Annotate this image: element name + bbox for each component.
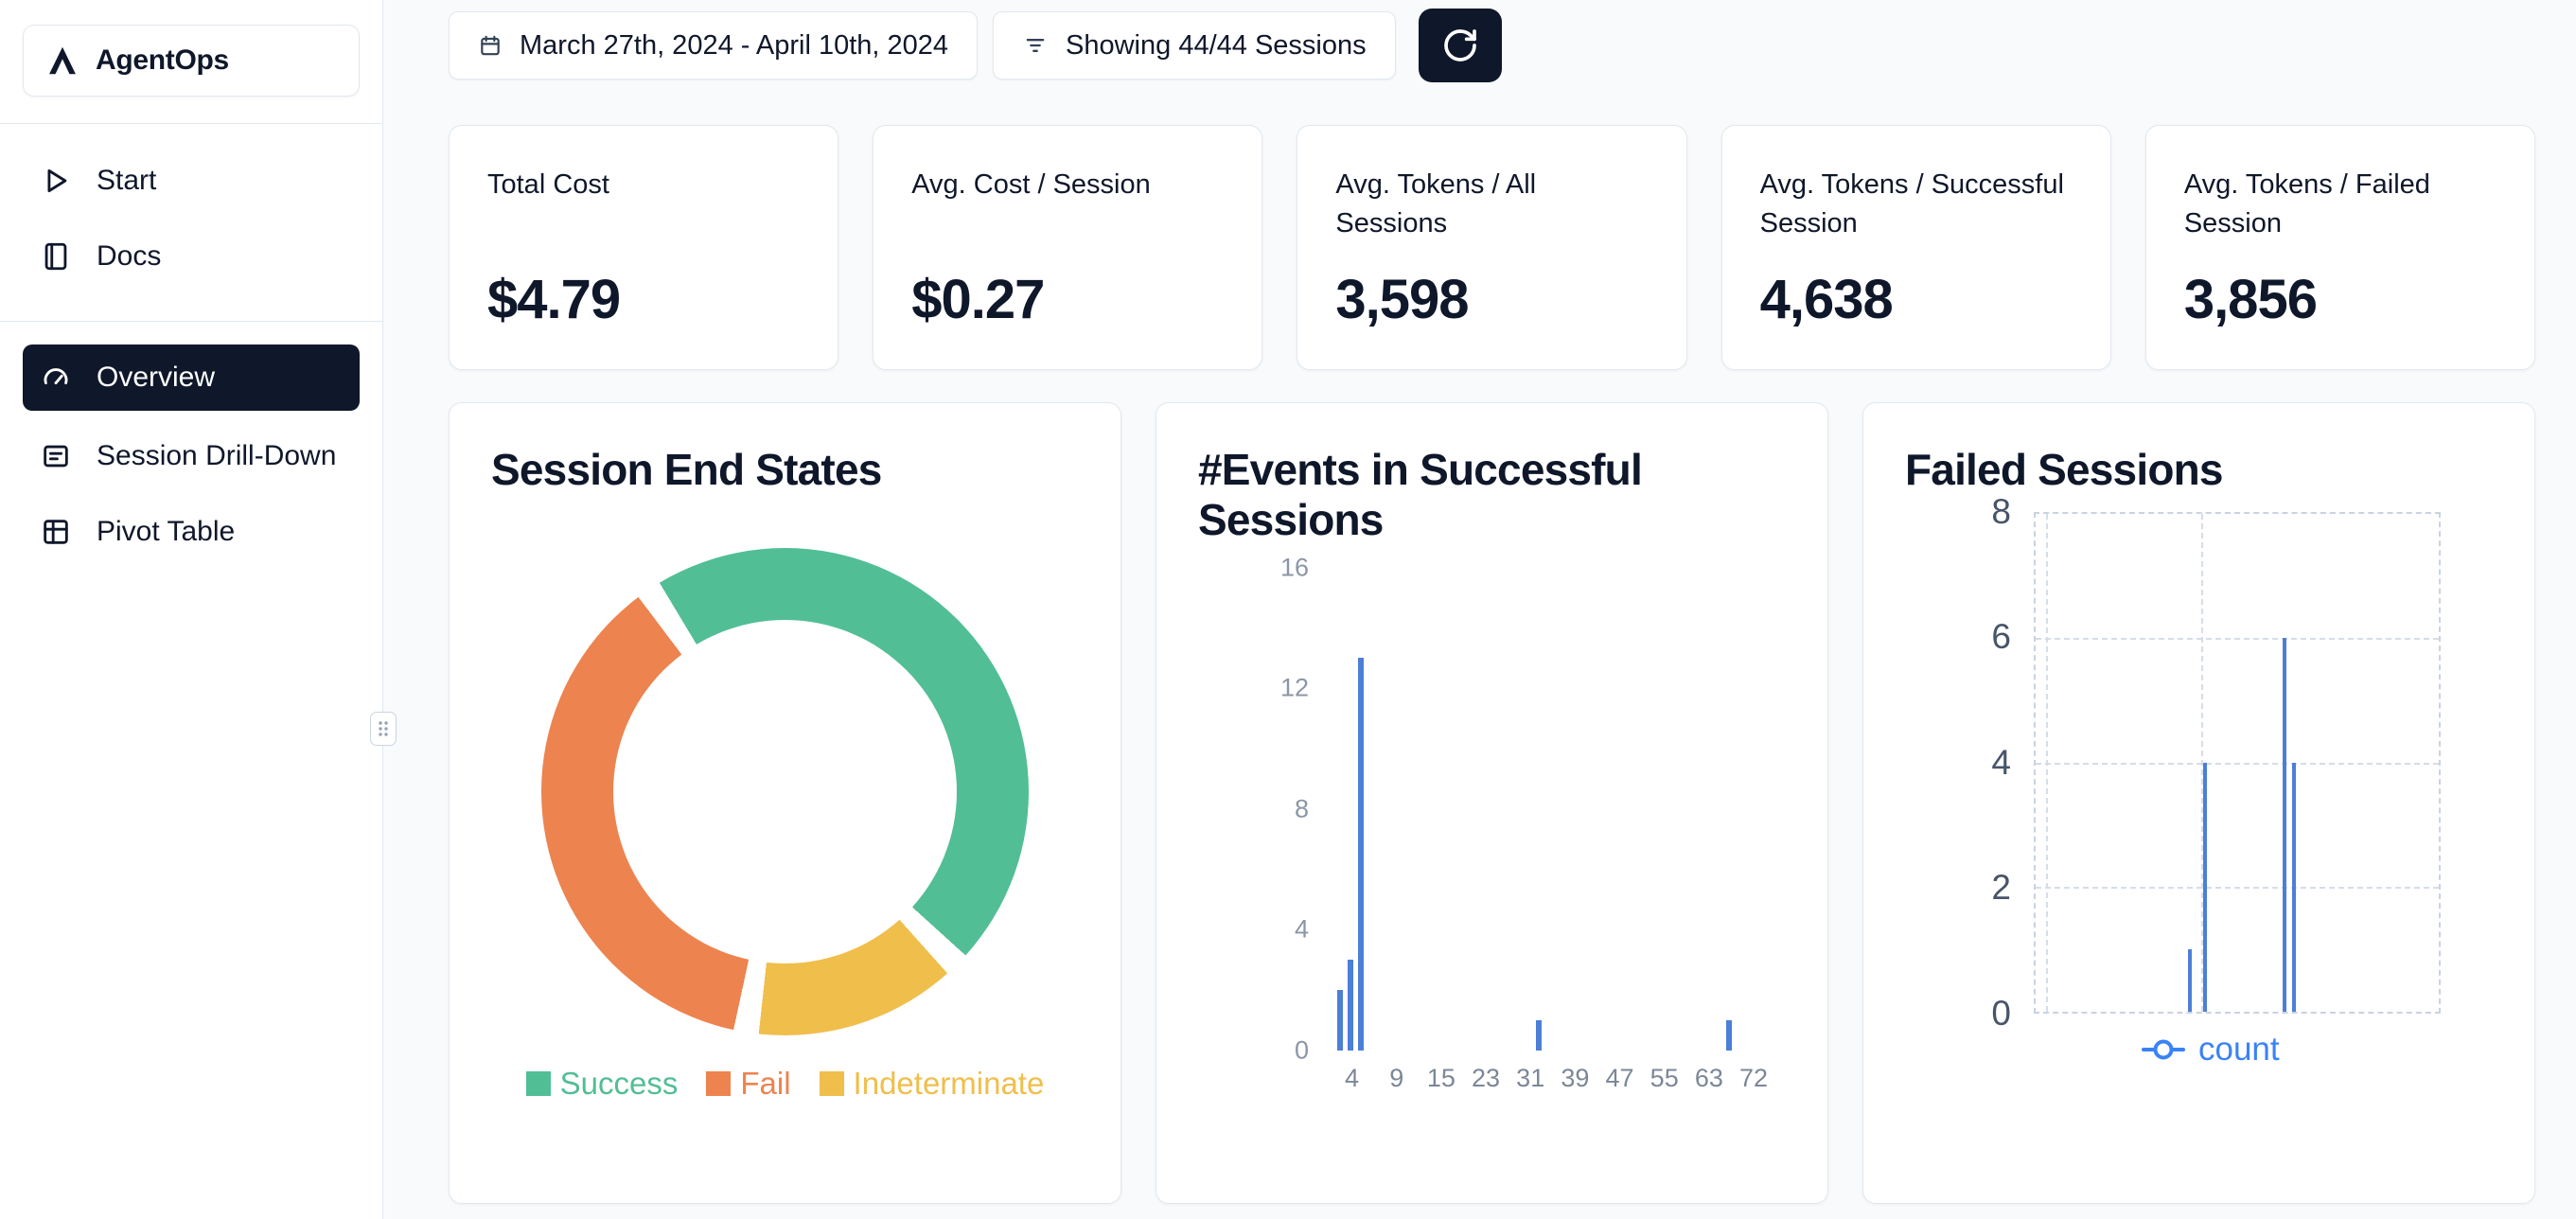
legend-item-fail: Fail	[706, 1065, 791, 1102]
events-plot-area	[1326, 568, 1818, 1051]
stat-card-total-cost: Total Cost $4.79	[449, 125, 839, 370]
grip-dots-icon	[376, 718, 391, 739]
chart-title: #Events in Successful Sessions	[1198, 445, 1643, 544]
stat-label: Total Cost	[487, 169, 609, 200]
sidebar-nav-top: Start Docs	[0, 124, 382, 294]
sessions-filter-button[interactable]: Showing 44/44 Sessions	[993, 11, 1396, 80]
calendar-icon	[478, 33, 503, 58]
stat-card-avg-tokens-failed: Avg. Tokens / Failed Session 3,856	[2144, 125, 2536, 370]
donut-legend: Success Fail Indeterminate	[491, 1066, 1079, 1102]
legend-swatch-indeterminate	[819, 1070, 844, 1096]
sidebar-item-overview[interactable]: Overview	[23, 344, 360, 411]
stat-label: Avg. Tokens / All Sessions	[1335, 169, 1537, 238]
stat-label: Avg. Cost / Session	[911, 169, 1151, 200]
main-content: March 27th, 2024 - April 10th, 2024 Show…	[383, 0, 2576, 1219]
filter-icon	[1022, 32, 1049, 59]
gauge-icon	[40, 362, 72, 394]
stat-card-avg-tokens-successful: Avg. Tokens / Successful Session 4,638	[1720, 125, 2111, 370]
events-plot: 0 4 8 12 16 4 9 15 23 31 39 47 55 63 72	[1198, 553, 1786, 1117]
sidebar-nav-main: Overview Session Drill-Down Pivot Table	[0, 322, 382, 570]
sidebar-item-label: Session Drill-Down	[97, 440, 337, 471]
donut-chart	[541, 547, 1029, 1035]
count-legend: count	[2142, 1031, 2280, 1069]
sidebar-item-label: Start	[97, 165, 157, 196]
topbar: March 27th, 2024 - April 10th, 2024 Show…	[449, 9, 2535, 82]
app-title: AgentOps	[96, 44, 229, 76]
docs-icon	[40, 240, 72, 273]
legend-label: Fail	[740, 1065, 791, 1101]
chart-cards-row: Session End States Success Fail Indeterm…	[449, 402, 2535, 1204]
refresh-button[interactable]	[1418, 9, 1502, 82]
sidebar-item-label: Docs	[97, 240, 162, 272]
count-legend-label: count	[2198, 1030, 2280, 1068]
sessions-filter-label: Showing 44/44 Sessions	[1066, 29, 1367, 61]
stat-card-avg-cost-session: Avg. Cost / Session $0.27	[873, 125, 1263, 370]
sidebar-item-session-drilldown[interactable]: Session Drill-Down	[23, 418, 360, 494]
sidebar: AgentOps Start Docs Overview	[0, 0, 383, 1219]
session-end-states-card: Session End States Success Fail Indeterm…	[449, 402, 1121, 1204]
legend-label: Indeterminate	[853, 1065, 1045, 1101]
drilldown-icon	[40, 440, 72, 472]
events-x-axis: 4 9 15 23 31 39 47 55 63 72	[1345, 1063, 1769, 1092]
legend-swatch-success	[525, 1070, 551, 1096]
stat-cards-row: Total Cost $4.79 Avg. Cost / Session $0.…	[449, 125, 2536, 370]
date-range-button[interactable]: March 27th, 2024 - April 10th, 2024	[449, 11, 979, 80]
sidebar-item-label: Pivot Table	[97, 516, 236, 547]
refresh-icon	[1441, 26, 1479, 64]
stat-value: 3,856	[2183, 269, 2318, 330]
stat-label: Avg. Tokens / Successful Session	[1759, 169, 2064, 238]
date-range-label: March 27th, 2024 - April 10th, 2024	[520, 29, 949, 61]
stat-label: Avg. Tokens / Failed Session	[2183, 169, 2430, 238]
sidebar-item-start[interactable]: Start	[23, 143, 360, 219]
pivot-table-icon	[40, 516, 72, 548]
legend-swatch-fail	[706, 1070, 732, 1096]
stat-card-avg-tokens-all: Avg. Tokens / All Sessions 3,598	[1297, 125, 1687, 370]
agentops-logo[interactable]: AgentOps	[23, 25, 360, 97]
sidebar-item-label: Overview	[97, 362, 216, 393]
sidebar-item-pivot-table[interactable]: Pivot Table	[23, 494, 360, 570]
events-successful-sessions-card: #Events in Successful Sessions 0 4 8 12 16 4…	[1156, 402, 1828, 1204]
failed-plot-area	[2034, 511, 2441, 1014]
events-y-axis: 0 4 8 12 16	[1279, 553, 1309, 1065]
stat-value: $0.27	[911, 269, 1045, 330]
chart-title: Session End States	[491, 445, 882, 494]
chart-title: Failed Sessions	[1905, 445, 2224, 494]
sidebar-divider-2	[0, 321, 382, 322]
sidebar-resize-handle[interactable]	[370, 712, 397, 746]
sidebar-item-docs[interactable]: Docs	[23, 219, 360, 294]
stat-value: 3,598	[1335, 269, 1469, 330]
legend-label: Success	[559, 1065, 679, 1101]
play-icon	[40, 165, 72, 197]
stat-value: $4.79	[487, 269, 621, 330]
legend-item-success: Success	[525, 1065, 679, 1102]
count-line-marker-icon	[2142, 1047, 2185, 1051]
legend-item-indeterminate: Indeterminate	[819, 1065, 1045, 1102]
sidebar-divider	[0, 123, 382, 124]
stat-value: 4,638	[1759, 269, 1894, 330]
donut-wrap	[491, 547, 1079, 1035]
agentops-logo-icon	[44, 43, 80, 79]
